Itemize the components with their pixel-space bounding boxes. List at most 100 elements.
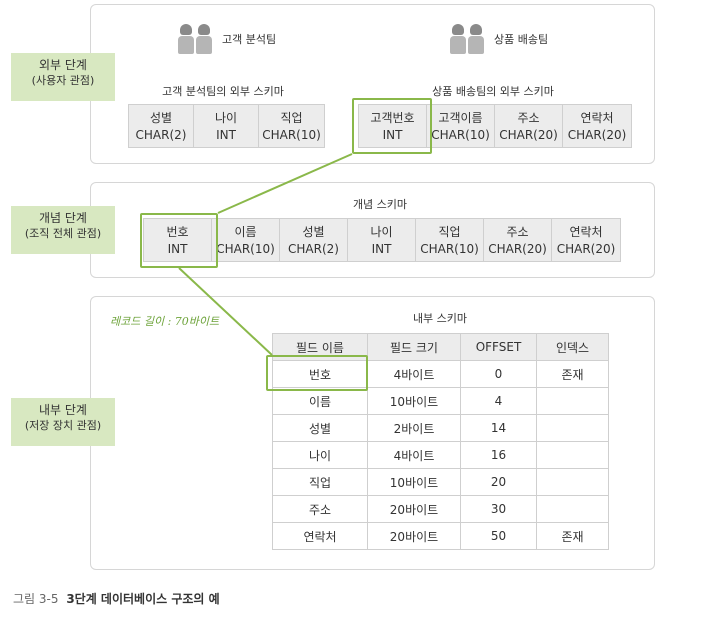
schema-field: 직업 CHAR(10) [416,219,484,261]
external-to-conceptual-connector [217,153,353,214]
table-cell: 14 [460,414,537,442]
field-type: CHAR(2) [135,128,187,142]
table-cell: 존재 [536,522,609,550]
field-name: 연락처 [580,111,614,125]
schema-field: 이름 CHAR(10) [212,219,280,261]
table-row: 직업 10바이트 20 [272,468,609,496]
level-subtitle: (사용자 관점) [31,74,95,87]
schema-field: 연락처 CHAR(20) [563,105,631,147]
field-name: 주소 [517,111,540,125]
schema-field: 직업 CHAR(10) [259,105,324,147]
schema-field: 나이 INT [348,219,416,261]
schema-field: 번호 INT [144,219,212,261]
field-name: 고객이름 [438,111,483,125]
field-type: INT [167,242,188,256]
people-icon [450,24,484,54]
conceptual-schema-title: 개념 스키마 [352,198,408,211]
record-length-note: 레코드 길이 : 70바이트 [110,315,220,328]
schema-field: 나이 INT [194,105,259,147]
field-type: CHAR(10) [262,128,321,142]
table-cell: 16 [460,441,537,469]
conceptual-schema: 번호 INT 이름 CHAR(10) 성별 CHAR(2) 나이 INT 직업 … [143,218,621,262]
field-name: 나이 [370,225,393,239]
column-header: 인덱스 [536,333,609,361]
table-cell: 나이 [272,441,368,469]
field-name: 나이 [214,111,238,125]
table-cell [536,414,609,442]
external-field-highlight [352,98,432,154]
field-type: CHAR(2) [288,242,339,256]
table-cell: 4바이트 [367,441,461,469]
field-name: 번호 [166,225,189,239]
conceptual-field-highlight [140,213,218,268]
field-type: INT [371,242,392,256]
table-cell: 0 [460,360,537,388]
external-level-label: 외부 단계 (사용자 관점) [11,53,115,101]
external-schema-analysis: 성별 CHAR(2) 나이 INT 직업 CHAR(10) [128,104,325,148]
level-title: 개념 단계 [39,211,87,225]
conceptual-to-internal-connector [178,267,273,356]
table-cell: 번호 [272,360,368,388]
field-type: CHAR(10) [431,128,490,142]
field-name: 성별 [149,111,173,125]
table-cell: 20바이트 [367,495,461,523]
schema-field: 연락처 CHAR(20) [552,219,620,261]
schema-field: 고객번호 INT [359,105,427,147]
level-title: 내부 단계 [39,403,87,417]
team-delivery: 상품 배송팀 [450,24,548,54]
field-type: INT [382,128,403,142]
team-name: 고객 분석팀 [222,33,277,46]
internal-field-highlight [266,355,368,391]
column-header: 필드 크기 [367,333,461,361]
table-cell: 10바이트 [367,387,461,415]
level-subtitle: (조직 전체 관점) [24,227,102,240]
external-schema-title: 고객 분석팀의 외부 스키마 [162,85,284,98]
conceptual-level-label: 개념 단계 (조직 전체 관점) [11,206,115,254]
table-cell: 50 [460,522,537,550]
schema-field: 주소 CHAR(20) [495,105,563,147]
table-cell: 20 [460,468,537,496]
table-row: 나이 4바이트 16 [272,441,609,469]
caption-number: 그림 3-5 [13,592,59,606]
table-cell: 4바이트 [367,360,461,388]
field-name: 직업 [438,225,461,239]
external-schema-delivery: 고객번호 INT 고객이름 CHAR(10) 주소 CHAR(20) 연락처 C… [358,104,632,148]
schema-field: 성별 CHAR(2) [280,219,348,261]
field-name: 연락처 [569,225,603,239]
field-type: CHAR(10) [216,242,275,256]
field-name: 주소 [506,225,529,239]
table-cell: 2바이트 [367,414,461,442]
level-subtitle: (저장 장치 관점) [24,419,102,432]
field-name: 이름 [234,225,257,239]
caption-text: 3단계 데이터베이스 구조의 예 [66,592,220,606]
internal-level-label: 내부 단계 (저장 장치 관점) [11,398,115,446]
schema-field: 성별 CHAR(2) [129,105,194,147]
table-row: 연락처 20바이트 50 존재 [272,522,609,550]
internal-schema-table: 필드 이름 필드 크기 OFFSET 인덱스 번호 4바이트 0 존재 이름 1… [272,333,609,550]
table-row: 이름 10바이트 4 [272,387,609,415]
field-name: 직업 [280,111,303,125]
field-type: CHAR(20) [556,242,616,256]
field-type: CHAR(20) [567,128,627,142]
team-name: 상품 배송팀 [494,33,549,46]
external-schema-title: 상품 배송팀의 외부 스키마 [432,85,554,98]
table-cell: 10바이트 [367,468,461,496]
field-type: INT [216,128,236,142]
team-analysis: 고객 분석팀 [178,24,276,54]
table-cell [536,387,609,415]
field-type: CHAR(10) [420,242,479,256]
column-header: OFFSET [460,333,537,361]
table-cell [536,441,609,469]
table-cell: 20바이트 [367,522,461,550]
field-type: CHAR(20) [488,242,547,256]
table-row: 번호 4바이트 0 존재 [272,360,609,388]
field-name: 성별 [302,225,325,239]
table-row: 성별 2바이트 14 [272,414,609,442]
schema-field: 주소 CHAR(20) [484,219,552,261]
people-icon [178,24,212,54]
table-cell: 연락처 [272,522,368,550]
schema-field: 고객이름 CHAR(10) [427,105,495,147]
table-cell: 직업 [272,468,368,496]
table-header-row: 필드 이름 필드 크기 OFFSET 인덱스 [272,333,609,361]
